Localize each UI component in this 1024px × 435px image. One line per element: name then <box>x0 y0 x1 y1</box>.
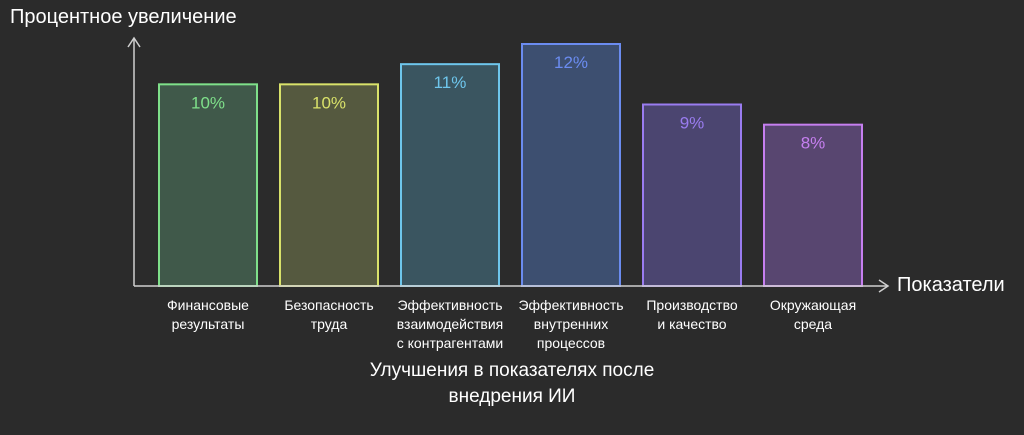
x-axis-label: Показатели <box>897 274 1005 296</box>
chart-caption: Улучшения в показателях после внедрения … <box>312 358 712 410</box>
category-label: Безопасность труда <box>264 296 394 334</box>
bar-value-label: 10% <box>312 93 346 112</box>
category-label-line: и качество <box>657 316 727 332</box>
bar-value-label: 11% <box>434 73 467 92</box>
category-label-line: процессов <box>536 335 606 351</box>
y-axis-label: Процентное увеличение <box>10 6 237 28</box>
category-label-line: Финансовые <box>167 297 249 313</box>
category-label: Производство и качество <box>627 296 757 334</box>
bar <box>279 83 379 288</box>
y-axis-arrow <box>127 36 141 48</box>
bar-value-label: 9% <box>680 114 705 133</box>
bar-value-label: 10% <box>191 93 225 112</box>
category-label: Финансовые результаты <box>143 296 273 334</box>
category-label: Окружающая среда <box>748 296 878 334</box>
bar-value-label: 12% <box>554 53 588 72</box>
bar <box>763 123 863 287</box>
bar <box>400 63 500 287</box>
bar <box>642 103 742 287</box>
category-label-line: внутренних <box>533 316 609 332</box>
x-axis-arrow <box>878 279 890 293</box>
category-label: Эффективность взаимодействия с контрагента… <box>385 296 515 353</box>
category-label-line: с контрагентами <box>396 335 504 351</box>
bar <box>521 43 621 287</box>
category-label-line: труда <box>310 316 348 332</box>
caption-line: Улучшения в показателях после <box>369 360 655 381</box>
category-label-line: Эффективность <box>518 297 624 313</box>
caption-line: внедрения ИИ <box>448 386 576 407</box>
axes-group <box>127 36 890 293</box>
category-label: Эффективность внутренних процессов <box>506 296 636 353</box>
category-label-line: результаты <box>171 316 245 332</box>
bar-value-label: 8% <box>801 134 826 153</box>
category-label-line: Эффективность <box>397 297 503 313</box>
category-label-line: среда <box>793 316 833 332</box>
bar <box>158 83 258 288</box>
category-label-line: Безопасность <box>284 297 374 313</box>
category-label-line: взаимодействия <box>396 316 504 332</box>
bars-group: 10% 10% 11% 12% 9% 8% <box>158 43 863 288</box>
category-label-line: Производство <box>646 297 738 313</box>
category-label-line: Окружающая <box>769 297 857 313</box>
